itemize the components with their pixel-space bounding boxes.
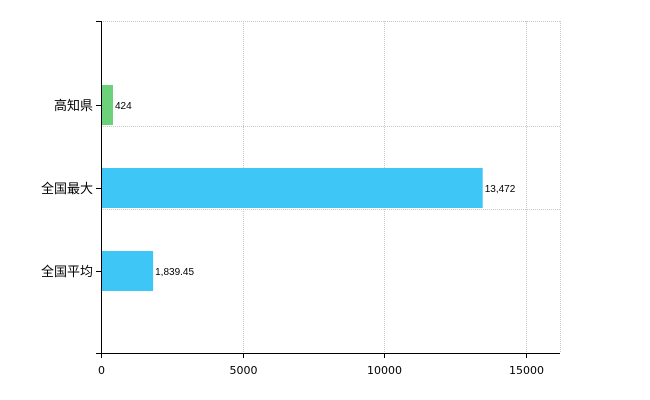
data-label-1: 13,472 bbox=[485, 184, 516, 195]
category-label-1: 全国最大 bbox=[41, 181, 93, 197]
bar-0 bbox=[101, 85, 114, 125]
axis-layer bbox=[96, 21, 560, 358]
category-label-0: 高知県 bbox=[54, 98, 93, 114]
bar-2 bbox=[101, 251, 154, 291]
x-tick-label-3: 15000 bbox=[509, 364, 544, 377]
category-label-2: 全国平均 bbox=[41, 264, 93, 280]
x-tick-label-0: 0 bbox=[98, 364, 105, 377]
bar-layer bbox=[101, 85, 483, 291]
x-tick-label-1: 5000 bbox=[230, 364, 258, 377]
label-layer: 424 高知県 13,472 全国最大 1,839.45 全国平均 0 5000 10000 15… bbox=[41, 98, 544, 377]
data-label-2: 1,839.45 bbox=[155, 267, 194, 278]
data-label-0: 424 bbox=[115, 101, 132, 112]
bar-1 bbox=[101, 168, 483, 208]
x-tick-label-2: 10000 bbox=[367, 364, 402, 377]
